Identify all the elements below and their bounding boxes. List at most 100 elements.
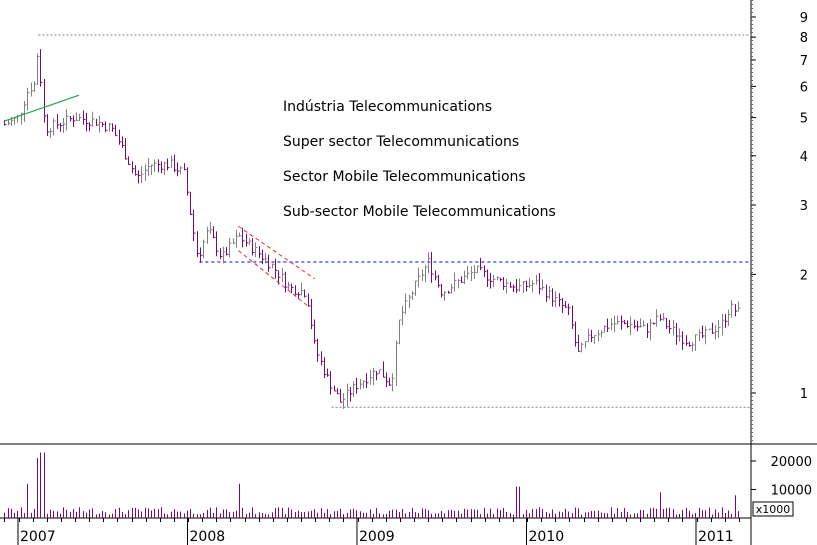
price-bar — [314, 319, 317, 344]
price-bar — [575, 321, 578, 347]
price-bar — [585, 340, 588, 349]
y-tick-label: 7 — [800, 54, 808, 69]
price-bar — [503, 276, 506, 291]
price-bar — [666, 317, 669, 329]
price-bar — [207, 226, 210, 244]
price-bar — [288, 281, 291, 290]
price-bar — [233, 238, 236, 245]
price-bar — [412, 291, 415, 300]
price-bar — [656, 309, 659, 327]
price-bar — [321, 351, 324, 366]
price-bars — [4, 49, 741, 409]
price-bar — [347, 383, 350, 408]
price-bar — [47, 114, 50, 136]
price-bar — [581, 342, 584, 353]
price-bar — [399, 319, 402, 345]
price-bar — [738, 301, 741, 312]
price-bar — [200, 247, 203, 263]
price-bar — [718, 319, 721, 338]
price-bar — [611, 318, 614, 331]
price-bar — [448, 290, 451, 294]
price-bar — [291, 283, 294, 294]
price-bar — [236, 229, 239, 248]
y-tick-label: 4 — [800, 150, 808, 165]
price-bar — [109, 123, 112, 132]
price-bar — [37, 53, 40, 85]
y-tick-label: 1 — [800, 387, 808, 402]
price-bar — [578, 334, 581, 352]
price-bar — [363, 380, 366, 389]
price-bar — [66, 108, 69, 131]
price-bar — [506, 278, 509, 294]
price-bar — [44, 78, 47, 123]
price-bar — [546, 284, 549, 302]
price-bar — [431, 251, 434, 283]
price-bar — [125, 138, 128, 160]
price-bar — [171, 155, 174, 168]
price-bar — [484, 265, 487, 278]
price-bar — [180, 166, 183, 175]
price-bar — [617, 315, 620, 325]
price-bar — [480, 257, 483, 270]
price-bar — [643, 320, 646, 327]
price-bar — [722, 314, 725, 336]
price-bar — [158, 159, 161, 173]
price-bar — [418, 267, 421, 288]
volume-tick-label: 20000 — [771, 455, 812, 470]
volume-tick-label: 10000 — [771, 484, 812, 499]
price-bar — [565, 300, 568, 308]
price-bar — [216, 231, 219, 257]
price-bar — [337, 388, 340, 395]
price-bar — [493, 274, 496, 288]
price-bar — [572, 305, 575, 329]
price-bar — [702, 325, 705, 339]
price-bar — [226, 247, 229, 256]
price-bar — [105, 121, 108, 133]
price-bar — [425, 264, 428, 283]
price-bar — [138, 170, 141, 184]
price-bar — [40, 49, 43, 87]
price-bar — [145, 164, 148, 182]
price-bar — [324, 357, 327, 379]
price-bar — [340, 389, 343, 403]
price-bar — [444, 291, 447, 301]
price-bar — [552, 288, 555, 307]
price-bar — [343, 393, 346, 409]
price-bar — [135, 165, 138, 176]
annotations: Indústria Telecommunications Super sector… — [283, 99, 556, 220]
price-bar — [682, 331, 685, 350]
price-bar — [164, 161, 167, 176]
price-bar — [634, 319, 637, 329]
price-bar — [627, 320, 630, 329]
price-bar — [712, 322, 715, 334]
price-bar — [679, 328, 682, 342]
price-bar — [252, 238, 255, 256]
price-bar — [458, 279, 461, 289]
price-bar — [532, 280, 535, 293]
price-bar — [249, 238, 252, 245]
price-bar — [220, 248, 223, 260]
price-bar — [360, 378, 363, 390]
price-bar — [467, 266, 470, 280]
price-bar — [539, 273, 542, 295]
price-bar — [187, 167, 190, 196]
price-bar — [435, 270, 438, 281]
price-bar — [334, 385, 337, 392]
price-bar — [523, 280, 526, 293]
price-bar — [428, 252, 431, 274]
price-bar — [308, 293, 311, 307]
price-bar — [70, 115, 73, 122]
price-bar — [223, 246, 226, 264]
price-bar — [197, 231, 200, 257]
price-bar — [699, 329, 702, 342]
price-bar — [604, 325, 607, 333]
price-bar — [298, 292, 301, 300]
price-bar — [213, 226, 216, 239]
price-bar — [513, 284, 516, 293]
price-bar — [471, 266, 474, 282]
price-bar — [154, 159, 157, 172]
price-bar — [555, 291, 558, 308]
price-bar — [330, 371, 333, 395]
price-bar — [373, 367, 376, 386]
